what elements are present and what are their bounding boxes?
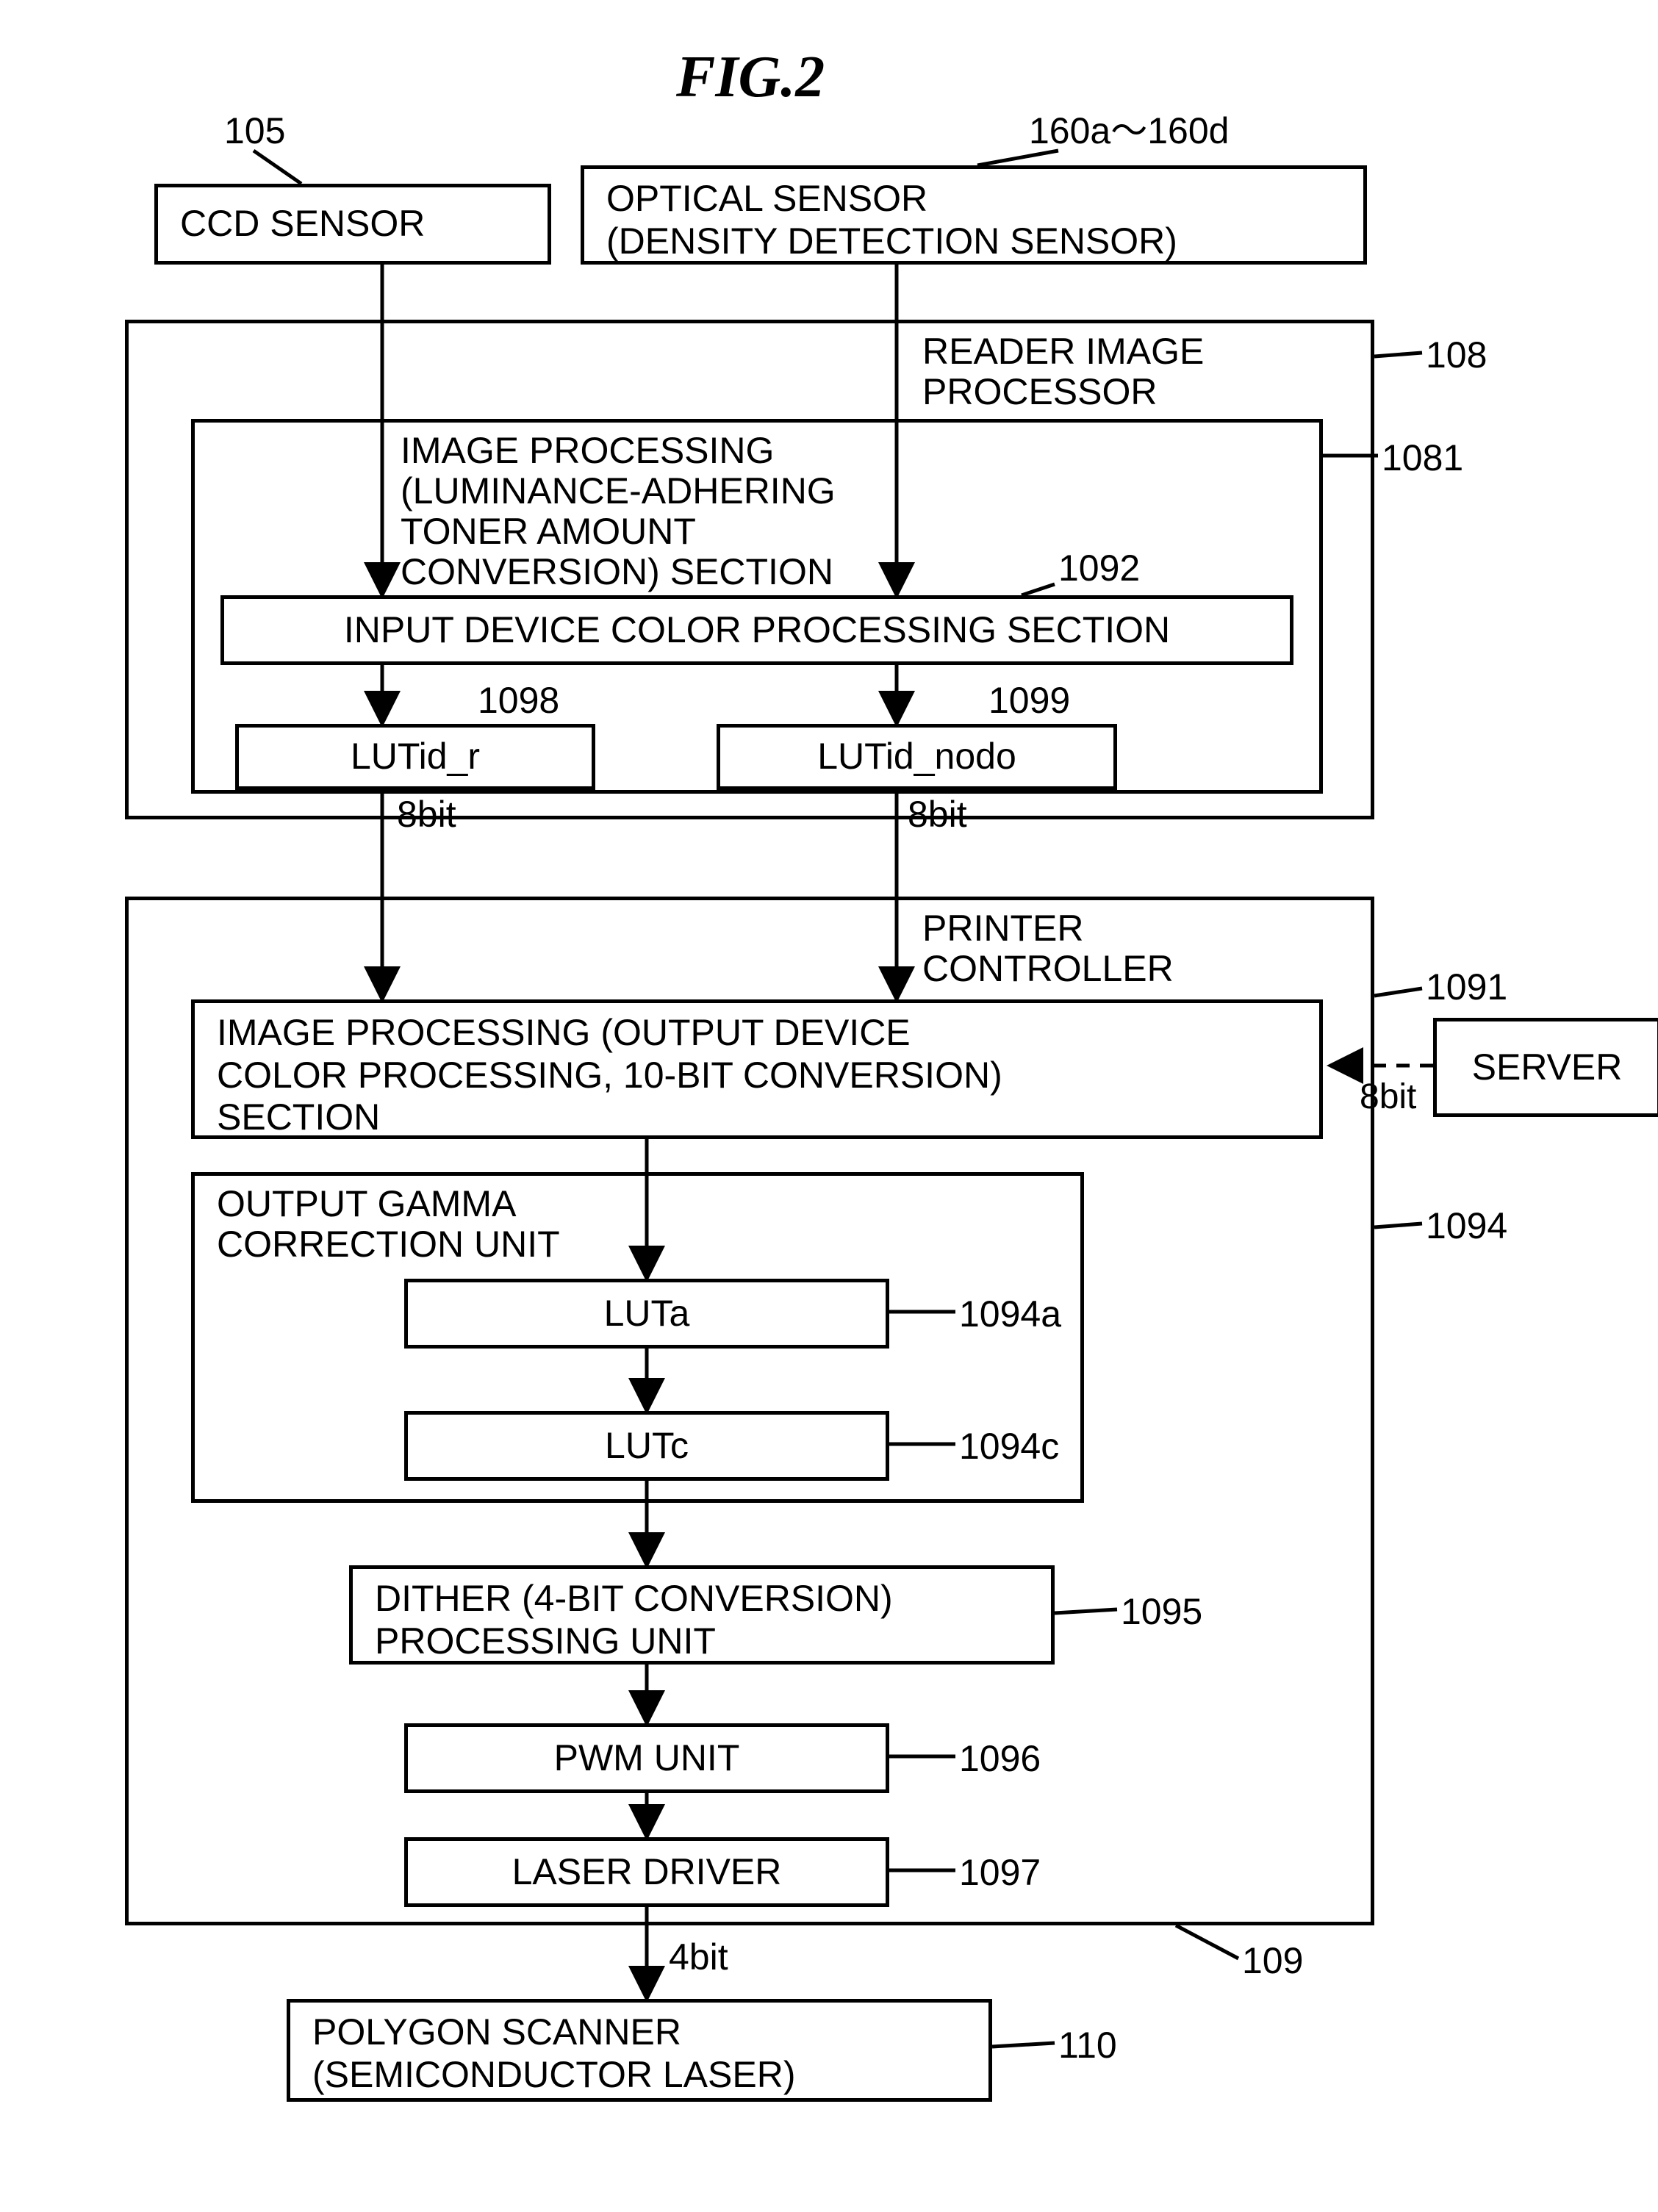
pwm-box: PWM UNIT [404,1723,889,1793]
server-label: SERVER [1472,1046,1623,1089]
reader-label-l1: READER IMAGE [922,331,1204,373]
figure-title: FIG.2 [676,44,825,111]
reader-label-l2: PROCESSOR [922,371,1158,414]
polygon-scanner-box: POLYGON SCANNER (SEMICONDUCTOR LASER) [287,1999,992,2102]
gamma-l1: OUTPUT GAMMA [217,1183,516,1226]
dither-l1: DITHER (4-BIT CONVERSION) [375,1578,1029,1620]
ccd-sensor-box: CCD SENSOR [154,184,551,265]
laser-driver-label: LASER DRIVER [512,1851,782,1894]
ref-laser: 1097 [959,1852,1041,1895]
gamma-l2: CORRECTION UNIT [217,1224,560,1266]
polygon-l1: POLYGON SCANNER [312,2011,966,2054]
ref-gamma: 1094 [1426,1205,1507,1248]
ip-out-l1: IMAGE PROCESSING (OUTPUT DEVICE [217,1012,1297,1055]
lutc-label: LUTc [605,1425,689,1468]
server-8bit: 8bit [1360,1077,1416,1117]
ref-ip-section: 1081 [1382,437,1463,480]
ip-l4: CONVERSION) SECTION [401,551,833,594]
image-processing-output-box: IMAGE PROCESSING (OUTPUT DEVICE COLOR PR… [191,999,1323,1139]
lutid-nodo-box: LUTid_nodo [717,724,1117,790]
lutid-nodo-label: LUTid_nodo [817,736,1016,778]
label-4bit: 4bit [669,1936,728,1979]
ccd-sensor-label: CCD SENSOR [180,203,425,245]
ip-l3: TONER AMOUNT [401,511,696,553]
optical-sensor-l2: (DENSITY DETECTION SENSOR) [606,220,1341,263]
luta-label: LUTa [604,1293,690,1335]
ref-ip-output: 1091 [1426,966,1507,1009]
optical-sensor-box: OPTICAL SENSOR (DENSITY DETECTION SENSOR… [581,165,1367,265]
ip-out-l3: SECTION [217,1096,1297,1139]
ref-input-dev: 1092 [1058,547,1140,590]
ref-reader: 108 [1426,334,1487,377]
ref-printer-ctrl: 109 [1242,1940,1303,1983]
server-box: SERVER [1433,1018,1658,1117]
ip-l1: IMAGE PROCESSING [401,430,774,473]
input-device-color-box: INPUT DEVICE COLOR PROCESSING SECTION [220,595,1293,665]
lutid-r-label: LUTid_r [351,736,480,778]
luta-box: LUTa [404,1279,889,1349]
laser-driver-box: LASER DRIVER [404,1837,889,1907]
polygon-l2: (SEMICONDUCTOR LASER) [312,2054,966,2097]
lutc-box: LUTc [404,1411,889,1481]
ref-pwm: 1096 [959,1738,1041,1781]
diagram-canvas: FIG.2 105 CCD SENSOR 160a～160d OPTICAL S… [29,29,1658,2183]
input-device-color-label: INPUT DEVICE COLOR PROCESSING SECTION [344,609,1170,652]
ref-optical: 160a～160d [1029,110,1229,153]
ref-dither: 1095 [1121,1591,1202,1634]
ref-polygon: 110 [1058,2025,1117,2067]
ref-lutid-nodo: 1099 [988,680,1070,722]
lutid-r-8bit: 8bit [397,794,456,836]
lutid-r-box: LUTid_r [235,724,595,790]
ref-lutid-r: 1098 [478,680,559,722]
printer-l2: CONTROLLER [922,948,1174,991]
dither-box: DITHER (4-BIT CONVERSION) PROCESSING UNI… [349,1565,1055,1665]
ref-lutc: 1094c [959,1426,1059,1468]
pwm-label: PWM UNIT [554,1737,740,1780]
ip-l2: (LUMINANCE-ADHERING [401,470,836,513]
ref-ccd: 105 [224,110,285,153]
printer-l1: PRINTER [922,908,1083,950]
ip-out-l2: COLOR PROCESSING, 10-BIT CONVERSION) [217,1055,1297,1097]
optical-sensor-l1: OPTICAL SENSOR [606,178,1341,220]
dither-l2: PROCESSING UNIT [375,1620,1029,1663]
ref-luta: 1094a [959,1293,1061,1336]
lutid-nodo-8bit: 8bit [908,794,967,836]
